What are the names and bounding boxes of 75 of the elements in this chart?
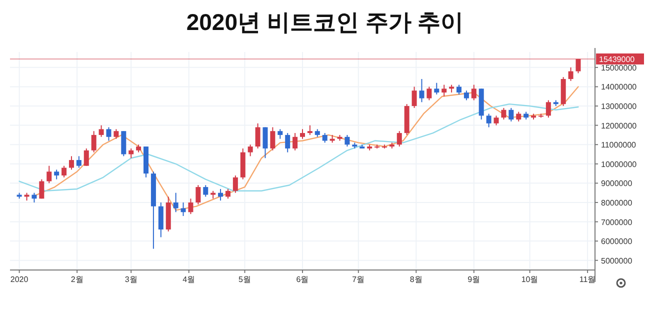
candlestick (128, 148, 134, 159)
x-tick-label: 2월 (70, 275, 84, 284)
ref-line-label: 15439000 (599, 54, 636, 64)
candlestick (434, 82, 440, 95)
candlestick (255, 122, 260, 149)
candlestick (196, 184, 201, 205)
candlestick (270, 126, 276, 151)
candlestick (412, 86, 417, 108)
candlestick (396, 130, 402, 148)
candlestick (322, 132, 328, 144)
candlestick (508, 107, 514, 122)
candlestick (39, 178, 44, 200)
y-tick-label: 5000000 (601, 256, 633, 266)
candlestick (292, 132, 298, 151)
candlestick (158, 202, 164, 238)
x-tick-label: 4월 (182, 275, 196, 284)
candlestick (180, 202, 186, 216)
chart-title: 2020년 비트코인 주가 추이 (186, 9, 464, 35)
candlestick (91, 130, 96, 153)
candlestick (203, 184, 208, 198)
candlestick (188, 198, 194, 215)
y-tick-label: 11000000 (601, 140, 637, 150)
y-tick-label: 14000000 (601, 82, 638, 92)
y-tick-label: 12000000 (601, 121, 638, 130)
candlestick (516, 111, 522, 122)
candlestick (62, 165, 67, 178)
candlestick (106, 126, 112, 142)
x-tick-label: 11월 (579, 275, 596, 284)
x-tick-label: 10월 (521, 275, 538, 284)
x-tick-label: 2020 (10, 275, 29, 284)
candlestick (114, 128, 119, 140)
candlestick (46, 165, 52, 184)
candlestick (546, 100, 551, 118)
candlestick (494, 115, 499, 126)
candlestick (464, 90, 469, 101)
y-tick-label: 7000000 (601, 218, 633, 227)
candlestick (501, 107, 506, 120)
candlestick (248, 144, 253, 157)
candlestick (300, 128, 305, 140)
candlestick (278, 128, 283, 140)
candlestick (98, 124, 104, 138)
candlestick (68, 156, 74, 170)
candlestick (426, 86, 432, 101)
y-tick-label: 10000000 (601, 160, 638, 169)
y-tick-label: 13000000 (601, 102, 638, 112)
candlestick (54, 169, 60, 180)
y-tick-label: 8000000 (601, 198, 633, 208)
candlestick (173, 192, 178, 213)
candlestick (262, 126, 268, 159)
candlestick (218, 188, 224, 202)
candlestick (419, 78, 424, 103)
y-tick-label: 9000000 (601, 179, 633, 188)
candlestick (568, 66, 574, 82)
candlestick (225, 188, 230, 200)
x-tick-label: 3월 (124, 275, 138, 284)
candlestick (442, 84, 447, 97)
candlestick (76, 156, 82, 168)
candlestick (121, 130, 126, 157)
candlestick (285, 132, 290, 153)
candlestick (471, 84, 476, 101)
x-tick-label: 9월 (468, 275, 480, 284)
candlestick (232, 174, 238, 194)
candlestick (84, 148, 89, 166)
y-tick-label: 6000000 (601, 237, 633, 246)
candlestick (307, 124, 312, 136)
candlestick (576, 58, 581, 74)
candlestick (486, 113, 492, 128)
candlestick (32, 192, 37, 203)
candlestick (456, 84, 462, 95)
x-tick-label: 8월 (410, 275, 422, 284)
x-tick-label: 6월 (296, 275, 309, 284)
x-tick-label: 7월 (352, 275, 365, 284)
candlestick (344, 134, 350, 148)
x-tick-label: 5월 (238, 275, 251, 284)
y-tick-label: 15000000 (601, 63, 638, 72)
